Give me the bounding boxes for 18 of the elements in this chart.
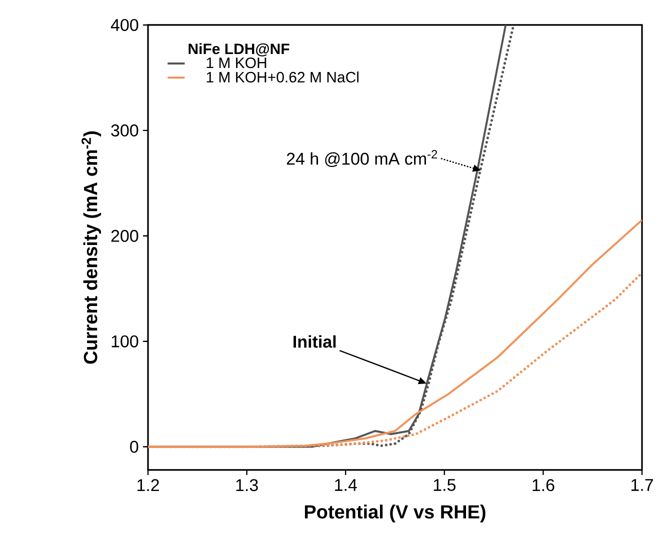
y-tick-label: 300: [111, 124, 138, 136]
x-axis-title: Potential (V vs RHE): [304, 504, 486, 522]
x-tick-label: 1.6: [532, 479, 554, 492]
x-tick-label: 1.2: [137, 479, 159, 491]
x-tick-label: 1.5: [434, 479, 456, 491]
legend-label: 1 M KOH+0.62 M NaCl: [206, 71, 358, 82]
x-tick-label: 1.3: [236, 479, 258, 492]
x-tick-label: 1.4: [335, 479, 357, 491]
annotation: 24 h @100 mA cm$^{-2}$: [286, 150, 438, 167]
x-tick-label: 1.7: [631, 479, 653, 491]
y-tick-label: 200: [111, 230, 138, 242]
annotation: Initial: [294, 335, 336, 348]
y-tick-label: 0: [130, 440, 138, 453]
legend-label: 1 M KOH: [206, 58, 266, 68]
y-tick-label: 400: [110, 18, 138, 32]
legend-title: NiFe LDH@NF: [188, 43, 290, 56]
y-tick-label: 100: [112, 335, 138, 348]
y-axis-title: Current density (mA cm$^{-2}$): [82, 131, 102, 364]
